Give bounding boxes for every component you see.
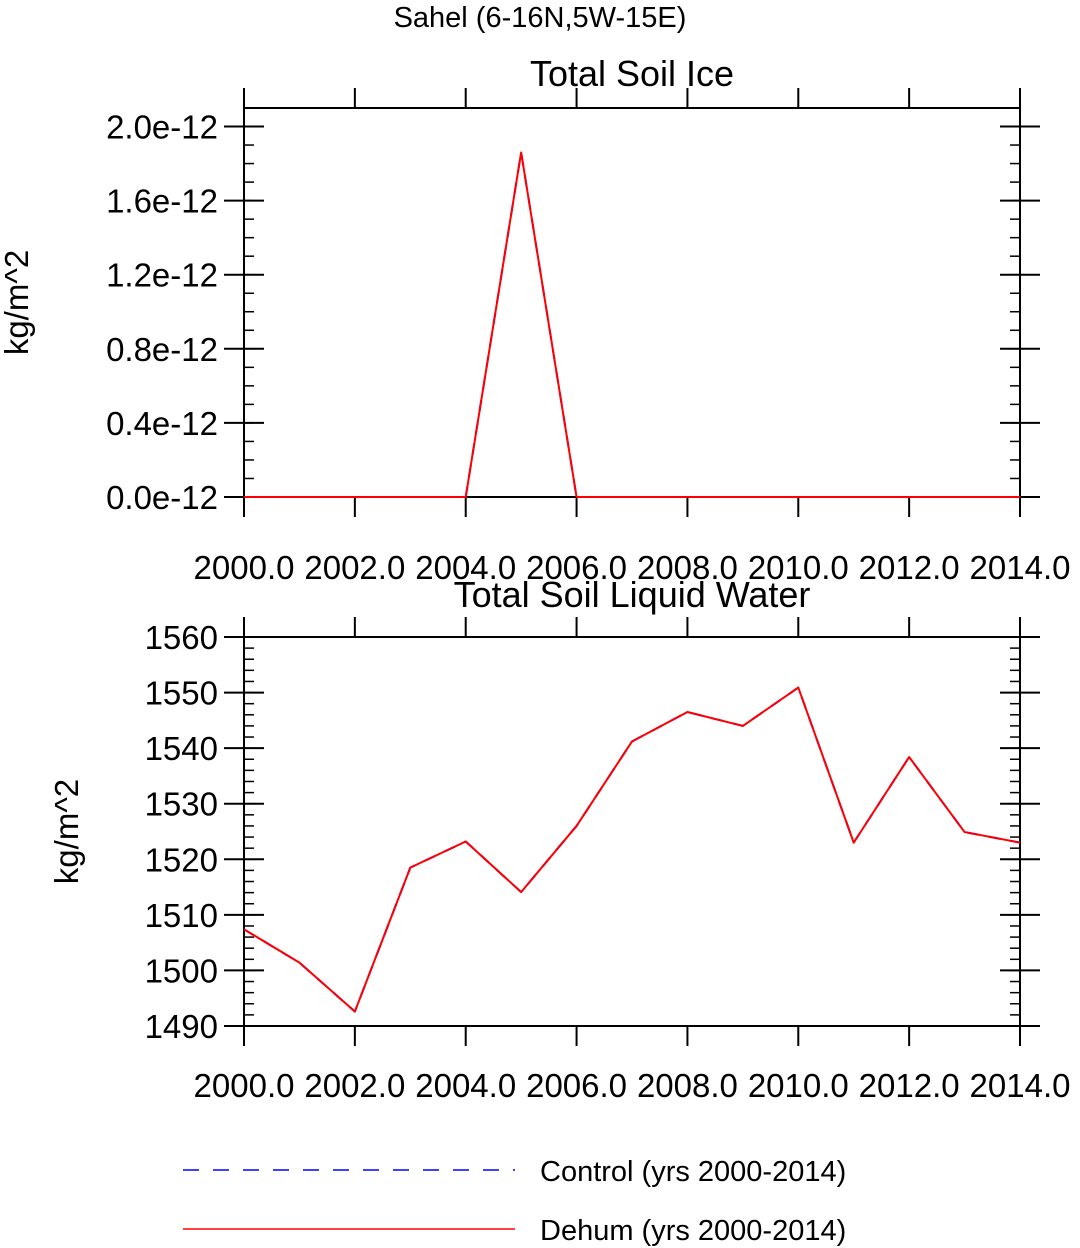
chart-title: Total Soil Liquid Water — [454, 574, 811, 615]
panel-total-soil-liquid-water: Total Soil Liquid Water kg/m^2 1490 1500 151… — [48, 574, 1070, 1104]
series-line-control — [243, 686, 1021, 1013]
y-tick-label: 1.6e-12 — [106, 183, 218, 220]
legend-control-label: Control (yrs 2000-2014) — [540, 1156, 846, 1188]
y-axis-label: kg/m^2 — [48, 779, 85, 884]
x-tick-label: 2000.0 — [194, 1067, 295, 1104]
y-tick-label: 1.2e-12 — [106, 257, 218, 294]
x-tick-label: 2000.0 — [194, 549, 295, 586]
y-tick-label: 1560 — [145, 619, 218, 656]
x-tick-label: 2012.0 — [859, 549, 960, 586]
x-tick-label: 2002.0 — [304, 549, 405, 586]
x-tick-label: 2002.0 — [304, 1067, 405, 1104]
y-tick-label: 1500 — [145, 952, 218, 989]
y-tick-label: 2.0e-12 — [106, 109, 218, 146]
x-tick-label: 2008.0 — [637, 1067, 738, 1104]
y-tick-label: 1530 — [145, 786, 218, 823]
y-tick-label: 1520 — [145, 841, 218, 878]
x-tick-label: 2006.0 — [526, 549, 627, 586]
x-tick-label: 2004.0 — [415, 1067, 516, 1104]
x-tick-label: 2006.0 — [526, 1067, 627, 1104]
y-tick-label: 0.4e-12 — [106, 405, 218, 442]
series-line-dehum — [244, 151, 1020, 498]
series-line-control — [244, 151, 1020, 498]
x-tick-label: 2012.0 — [859, 1067, 960, 1104]
panel-total-soil-ice: Total Soil Ice kg/m^2 0.0e-12 0.4e-12 0.8e-1… — [0, 53, 1070, 586]
legend-dehum-label: Dehum (yrs 2000-2014) — [540, 1215, 846, 1247]
x-tick-label: 2014.0 — [970, 1067, 1071, 1104]
y-axis-label: kg/m^2 — [0, 250, 35, 355]
y-tick-label: 1490 — [145, 1008, 218, 1045]
y-tick-label: 1510 — [145, 897, 218, 934]
y-tick-label: 0.8e-12 — [106, 331, 218, 368]
figure-suptitle: Sahel (6-16N,5W-15E) — [394, 2, 687, 34]
y-tick-label: 1550 — [145, 675, 218, 712]
x-tick-label: 2010.0 — [748, 549, 849, 586]
x-tick-label: 2004.0 — [415, 549, 516, 586]
x-tick-label: 2008.0 — [637, 549, 738, 586]
x-tick-label: 2010.0 — [748, 1067, 849, 1104]
chart-title: Total Soil Ice — [530, 53, 734, 94]
plot-frame — [243, 636, 1021, 1027]
y-tick-label: 1540 — [145, 730, 218, 767]
legend: Control (yrs 2000-2014) Dehum (yrs 2000-… — [183, 1156, 846, 1247]
y-tick-label: 0.0e-12 — [106, 479, 218, 516]
plot-frame — [243, 107, 1021, 498]
series-line-dehum — [243, 686, 1021, 1013]
x-tick-label: 2014.0 — [970, 549, 1071, 586]
